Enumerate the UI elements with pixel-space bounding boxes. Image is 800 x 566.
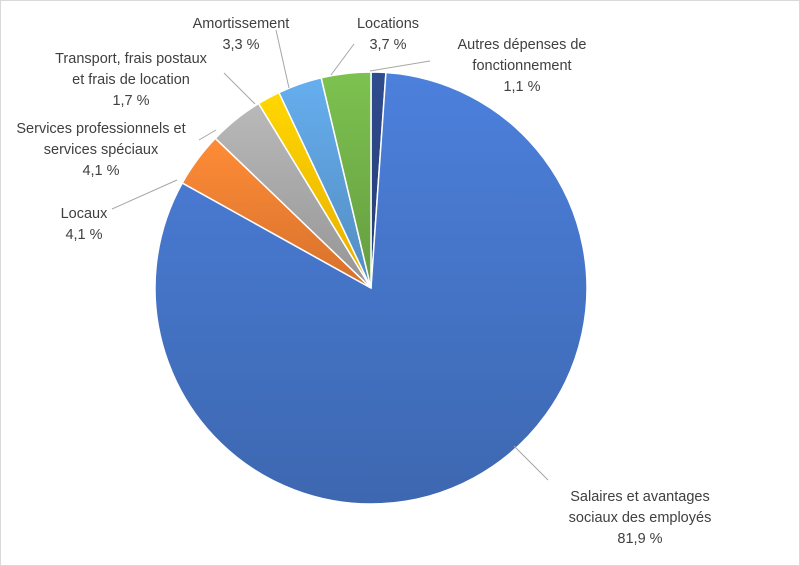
- slices-layer: [154, 71, 588, 505]
- label-text-locations-0: Locations: [357, 16, 419, 32]
- data-labels: Autres dépenses de fonctionnement 1,1 % Sal…: [16, 16, 711, 547]
- value-label-autres-depenses-de-fonctionnement: 1,1 %: [503, 79, 540, 95]
- slice-locations: [320, 71, 372, 289]
- value-label-services-professionnels-et-services-speciaux: 4,1 %: [82, 163, 119, 179]
- leader-line-amortissement: [275, 29, 290, 89]
- label-text-amortissement-0: Amortissement: [193, 16, 290, 32]
- data-label-locations: Locations 3,7 %: [357, 16, 419, 53]
- label-text-salaires-et-avantages-sociaux-des-employes-1: sociaux des employés: [569, 510, 712, 526]
- leader-line-transport-frais-postaux-et-frais-de-location: [223, 72, 256, 105]
- value-label-transport-frais-postaux-et-frais-de-location: 1,7 %: [112, 93, 149, 109]
- leader-lines: [111, 29, 549, 481]
- label-text-autres-depenses-de-fonctionnement-1: fonctionnement: [472, 58, 571, 74]
- label-text-services-professionnels-et-services-speciaux-0: Services professionnels et: [16, 121, 185, 137]
- data-label-salaires-et-avantages-sociaux-des-employes: Salaires et avantages sociaux des employé…: [569, 489, 712, 547]
- leader-line-locations: [330, 43, 355, 76]
- label-text-services-professionnels-et-services-speciaux-1: services spéciaux: [44, 142, 159, 158]
- data-label-locaux: Locaux 4,1 %: [61, 206, 109, 243]
- label-text-salaires-et-avantages-sociaux-des-employes-0: Salaires et avantages: [570, 489, 709, 505]
- leader-line-autres-depenses-de-fonctionnement: [369, 60, 431, 72]
- data-label-autres-depenses-de-fonctionnement: Autres dépenses de fonctionnement 1,1 %: [458, 37, 587, 95]
- label-text-autres-depenses-de-fonctionnement-0: Autres dépenses de: [458, 37, 587, 53]
- value-label-locations: 3,7 %: [369, 37, 406, 53]
- label-text-transport-frais-postaux-et-frais-de-location-1: et frais de location: [72, 72, 190, 88]
- value-label-locaux: 4,1 %: [65, 227, 102, 243]
- data-label-amortissement: Amortissement 3,3 %: [193, 16, 290, 53]
- leader-line-salaires-et-avantages-sociaux-des-employes: [513, 445, 549, 481]
- data-label-transport-frais-postaux-et-frais-de-location: Transport, frais postaux et frais de loca…: [55, 51, 208, 109]
- value-label-salaires-et-avantages-sociaux-des-employes: 81,9 %: [617, 531, 662, 547]
- data-label-services-professionnels-et-services-speciaux: Services professionnels et services spéci…: [16, 121, 185, 179]
- label-text-locaux-0: Locaux: [61, 206, 109, 222]
- slice-salaires-et-avantages-sociaux-des-employes: [154, 71, 588, 505]
- value-label-amortissement: 3,3 %: [222, 37, 259, 53]
- label-text-transport-frais-postaux-et-frais-de-location-0: Transport, frais postaux: [55, 51, 208, 67]
- leader-line-services-professionnels-et-services-speciaux: [198, 129, 217, 141]
- leader-line-locaux: [111, 179, 178, 210]
